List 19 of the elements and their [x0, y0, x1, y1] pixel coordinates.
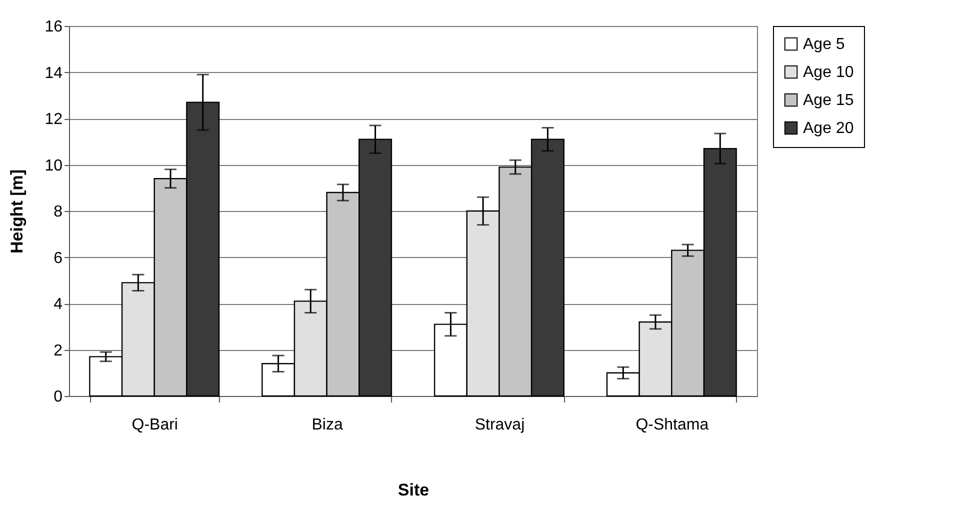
y-tick-label: 12 [44, 111, 63, 128]
x-tick-label: Q-Bari [132, 416, 178, 434]
legend-label: Age 10 [803, 64, 854, 81]
y-tick-label: 10 [44, 157, 63, 174]
y-tick-label: 4 [54, 296, 63, 313]
y-tick-label: 6 [54, 250, 63, 267]
x-tick-label: Biza [312, 416, 343, 434]
y-tick-label: 8 [54, 204, 63, 220]
y-tick-label: 2 [54, 342, 63, 360]
legend-label: Age 15 [803, 92, 854, 109]
y-tick-label: 0 [54, 388, 63, 406]
legend-label: Age 20 [803, 120, 854, 137]
y-tick-label: 16 [44, 18, 63, 36]
x-tick-label: Stravaj [474, 416, 525, 434]
x-axis-title: Site [398, 480, 430, 500]
y-tick-label: 14 [44, 64, 63, 82]
y-axis-title: Height [m] [8, 169, 27, 254]
legend-label: Age 5 [803, 36, 845, 53]
x-tick-label: Q-Shtama [636, 416, 709, 434]
